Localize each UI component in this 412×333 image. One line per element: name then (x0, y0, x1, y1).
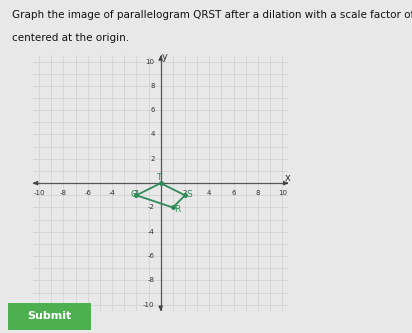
Text: 8: 8 (256, 190, 260, 196)
Text: 6: 6 (150, 107, 154, 113)
Text: 6: 6 (232, 190, 236, 196)
Text: -8: -8 (60, 190, 67, 196)
Text: -2: -2 (148, 204, 154, 210)
Text: -6: -6 (147, 253, 154, 259)
Text: S: S (187, 189, 192, 198)
Text: -4: -4 (109, 190, 115, 196)
Text: Graph the image of parallelogram QRST after a dilation with a scale factor of 5,: Graph the image of parallelogram QRST af… (12, 10, 412, 20)
Text: 4: 4 (150, 132, 154, 138)
Text: T: T (157, 173, 162, 182)
Text: Q: Q (131, 189, 138, 198)
Text: -10: -10 (33, 190, 45, 196)
Text: -6: -6 (84, 190, 91, 196)
Text: 4: 4 (207, 190, 211, 196)
Text: x: x (284, 173, 290, 183)
Text: 10: 10 (278, 190, 287, 196)
Text: 10: 10 (145, 59, 154, 65)
Text: -10: -10 (143, 302, 154, 308)
Text: 2: 2 (183, 190, 187, 196)
Text: R: R (174, 205, 180, 214)
Text: -4: -4 (148, 229, 154, 235)
Text: centered at the origin.: centered at the origin. (12, 33, 129, 43)
Text: -8: -8 (147, 277, 154, 283)
Text: 2: 2 (150, 156, 154, 162)
Text: Submit: Submit (27, 311, 72, 321)
Text: -2: -2 (133, 190, 140, 196)
Text: y: y (162, 52, 168, 62)
Text: 8: 8 (150, 83, 154, 89)
